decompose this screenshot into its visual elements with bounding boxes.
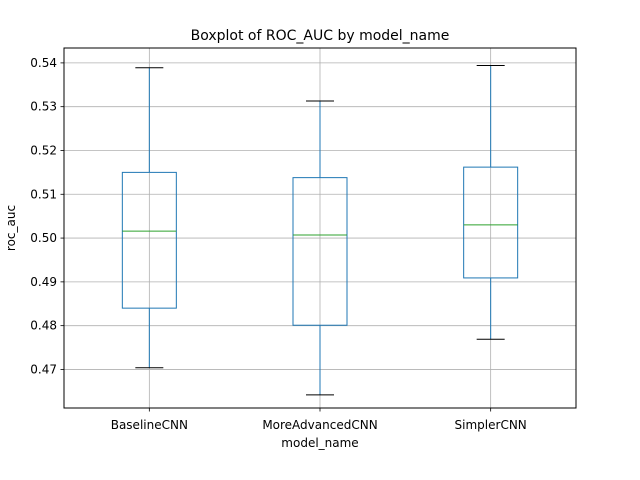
y-tick-label: 0.50 — [30, 231, 57, 245]
y-tick-label: 0.52 — [30, 143, 57, 157]
iqr-box — [463, 166, 519, 279]
y-tick-label: 0.48 — [30, 319, 57, 333]
chart-title: Boxplot of ROC_AUC by model_name — [191, 28, 450, 44]
y-tick-label: 0.49 — [30, 275, 57, 289]
y-tick-label: 0.47 — [30, 362, 57, 376]
x-tick-label: BaselineCNN — [111, 418, 188, 432]
y-axis-label: roc_auc — [4, 205, 18, 251]
iqr-box — [121, 171, 177, 309]
boxes-layer — [121, 65, 519, 396]
ticks-layer: 0.47 0.48 0.49 0.50 0.51 0.52 0.53 0.54 Baseline… — [30, 56, 527, 432]
x-axis-label: model_name — [281, 436, 358, 450]
x-tick-label: SimplerCNN — [455, 418, 527, 432]
iqr-box — [292, 177, 348, 326]
x-tick-label: MoreAdvancedCNN — [262, 418, 377, 432]
y-tick-label: 0.53 — [30, 100, 57, 114]
y-tick-label: 0.54 — [30, 56, 57, 70]
y-tick-label: 0.51 — [30, 187, 57, 201]
